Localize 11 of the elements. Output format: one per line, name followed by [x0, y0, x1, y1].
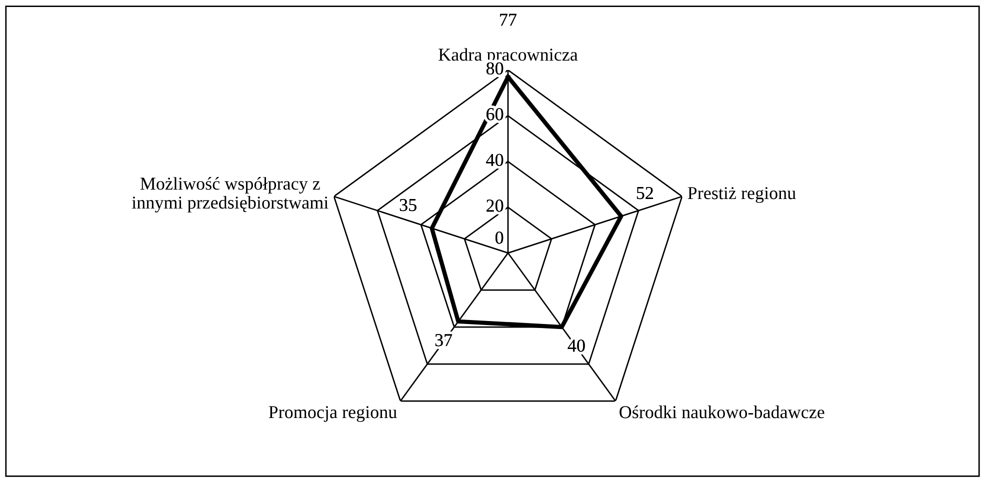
- y-tick-label: 20: [486, 200, 504, 212]
- y-tick-label: 80: [486, 62, 504, 75]
- spoke-label: Ośrodki naukowo-badawcze: [620, 406, 824, 418]
- spoke-label: Możliwość współpracy z innymi przedsiębiorstwami: [132, 177, 328, 212]
- y-tick-label: 0: [495, 232, 504, 244]
- data-label: 52: [636, 187, 653, 200]
- data-label: 77: [500, 14, 517, 26]
- data-label: 35: [400, 199, 416, 212]
- spoke-label: Prestiż regionu: [688, 187, 796, 203]
- spoke-label: Promocja regionu: [268, 406, 397, 422]
- y-tick-label: 40: [486, 154, 504, 166]
